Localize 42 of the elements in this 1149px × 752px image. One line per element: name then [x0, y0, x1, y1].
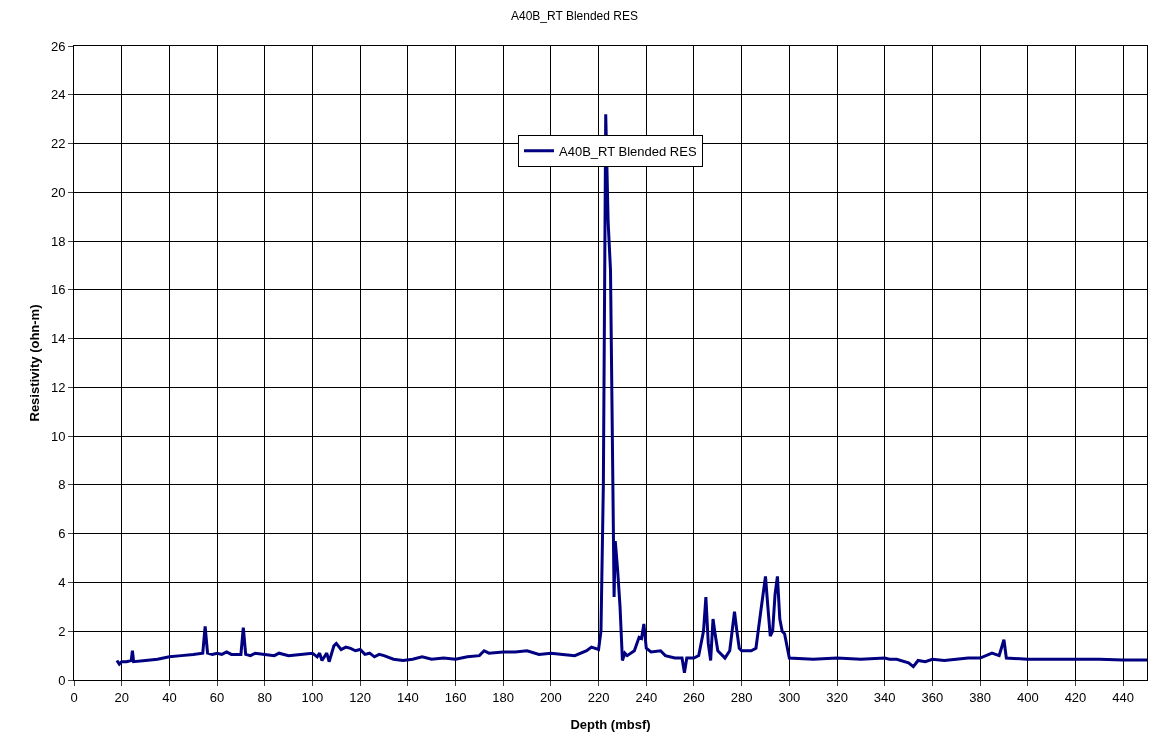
- x-tick-label: 100: [301, 689, 324, 705]
- y-tick-label: 4: [58, 575, 66, 591]
- x-tick-label: 440: [1112, 689, 1135, 705]
- x-tick-label: 260: [683, 689, 705, 705]
- x-tick-label: 180: [492, 689, 515, 705]
- x-tick-label: 220: [587, 689, 610, 705]
- line-series: [115, 112, 1147, 675]
- y-tick-label: 2: [58, 623, 66, 639]
- y-tick-label: 16: [50, 282, 66, 298]
- y-tick-label: 14: [50, 331, 66, 347]
- x-tick-label: 60: [209, 689, 225, 705]
- x-tick-label: 20: [114, 689, 129, 705]
- legend-label: A40B_RT Blended RES: [559, 143, 697, 159]
- x-tick-label: 200: [540, 689, 562, 705]
- x-tick-label: 340: [873, 689, 896, 705]
- y-tick-label: 6: [58, 526, 66, 542]
- x-tick-label: 40: [162, 689, 177, 705]
- y-tick-label: 0: [58, 672, 66, 688]
- x-tick-label: 420: [1064, 689, 1087, 705]
- x-tick-label: 240: [635, 689, 658, 705]
- y-tick-label: 10: [50, 428, 66, 444]
- x-axis-title: Depth (mbsf): [570, 717, 651, 732]
- x-tick-label: 0: [70, 689, 78, 705]
- x-tick-label: 400: [1016, 689, 1039, 705]
- y-tick-label: 22: [50, 136, 66, 152]
- y-axis-title: Resistivity (ohn-m): [26, 304, 42, 422]
- y-tick-label: 24: [50, 87, 66, 103]
- y-tick-label: 12: [50, 379, 66, 395]
- x-tick-label: 120: [349, 689, 371, 705]
- x-tick-label: 380: [969, 689, 991, 705]
- y-tick-label: 26: [50, 38, 66, 54]
- x-tick-label: 360: [921, 689, 944, 705]
- chart-title: A40B_RT Blended RES: [511, 8, 638, 23]
- x-tick-label: 280: [730, 689, 753, 705]
- y-tick-label: 18: [50, 233, 66, 249]
- x-tick-label: 320: [826, 689, 848, 705]
- x-tick-label: 160: [444, 689, 467, 705]
- y-tick-label: 8: [58, 477, 66, 493]
- y-tick-label: 20: [50, 184, 66, 200]
- x-tick-label: 300: [778, 689, 801, 705]
- x-tick-label: 80: [257, 689, 272, 705]
- x-tick-label: 140: [396, 689, 419, 705]
